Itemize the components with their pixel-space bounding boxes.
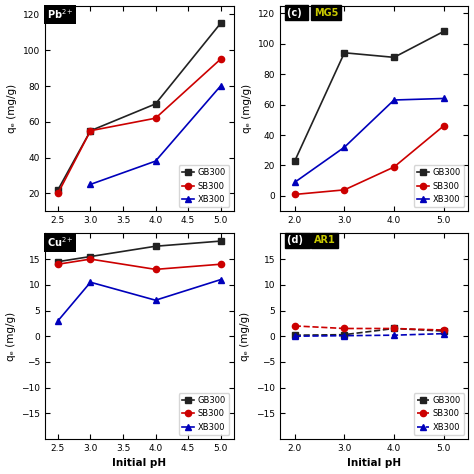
XB300 (88, 182, 93, 187)
SB300 (153, 115, 158, 121)
GB300 (292, 158, 298, 164)
GB300 (342, 332, 347, 337)
Line: XB300: XB300 (292, 95, 447, 185)
GB300 (55, 187, 61, 192)
XB300 (88, 279, 93, 285)
X-axis label: Initial pH: Initial pH (112, 458, 166, 468)
SB300 (153, 266, 158, 272)
GB300 (342, 50, 347, 55)
GB300 (218, 238, 223, 244)
Line: SB300: SB300 (292, 323, 447, 333)
GB300 (88, 128, 93, 134)
SB300 (88, 128, 93, 134)
SB300 (391, 326, 397, 331)
Y-axis label: qₑ (mg/g): qₑ (mg/g) (240, 311, 250, 361)
XB300 (153, 158, 158, 164)
Text: MG5: MG5 (314, 8, 338, 18)
Line: GB300: GB300 (292, 28, 447, 164)
Line: GB300: GB300 (292, 325, 447, 338)
GB300 (153, 101, 158, 107)
X-axis label: Initial pH: Initial pH (347, 458, 401, 468)
GB300 (441, 328, 447, 334)
SB300 (342, 326, 347, 331)
Legend: GB300, SB300, XB300: GB300, SB300, XB300 (413, 165, 464, 207)
Line: GB300: GB300 (55, 20, 224, 193)
SB300 (218, 56, 223, 62)
Text: (c): (c) (287, 8, 306, 18)
XB300 (342, 145, 347, 150)
Legend: GB300, SB300, XB300: GB300, SB300, XB300 (179, 165, 229, 207)
Y-axis label: qₑ (mg/g): qₑ (mg/g) (7, 84, 18, 133)
GB300 (391, 55, 397, 60)
SB300 (441, 123, 447, 129)
SB300 (342, 187, 347, 193)
XB300 (441, 96, 447, 101)
Text: Pb$^{2+}$: Pb$^{2+}$ (47, 8, 73, 21)
GB300 (391, 326, 397, 331)
SB300 (292, 191, 298, 197)
Text: (d): (d) (287, 236, 307, 246)
SB300 (55, 261, 61, 267)
SB300 (391, 164, 397, 170)
Text: Cu$^{2+}$: Cu$^{2+}$ (47, 236, 73, 249)
SB300 (55, 191, 61, 196)
XB300 (218, 83, 223, 89)
Y-axis label: qₑ (mg/g): qₑ (mg/g) (6, 311, 16, 361)
Line: SB300: SB300 (292, 123, 447, 198)
XB300 (391, 97, 397, 103)
GB300 (88, 254, 93, 259)
Legend: GB300, SB300, XB300: GB300, SB300, XB300 (413, 393, 464, 435)
XB300 (218, 277, 223, 283)
Line: XB300: XB300 (292, 330, 447, 339)
Line: GB300: GB300 (55, 238, 224, 265)
GB300 (441, 28, 447, 34)
Line: XB300: XB300 (87, 83, 224, 188)
XB300 (153, 297, 158, 303)
GB300 (292, 332, 298, 338)
XB300 (292, 179, 298, 185)
Legend: GB300, SB300, XB300: GB300, SB300, XB300 (179, 393, 229, 435)
XB300 (441, 331, 447, 337)
XB300 (55, 318, 61, 324)
GB300 (55, 259, 61, 264)
XB300 (292, 333, 298, 339)
SB300 (88, 256, 93, 262)
XB300 (342, 333, 347, 338)
Line: SB300: SB300 (55, 56, 224, 196)
Y-axis label: qₑ (mg/g): qₑ (mg/g) (242, 84, 252, 133)
XB300 (391, 332, 397, 338)
SB300 (218, 261, 223, 267)
GB300 (218, 20, 223, 26)
Text: AR1: AR1 (314, 236, 336, 246)
Line: XB300: XB300 (55, 276, 224, 324)
GB300 (153, 243, 158, 249)
SB300 (441, 327, 447, 333)
SB300 (292, 323, 298, 329)
Line: SB300: SB300 (55, 256, 224, 273)
